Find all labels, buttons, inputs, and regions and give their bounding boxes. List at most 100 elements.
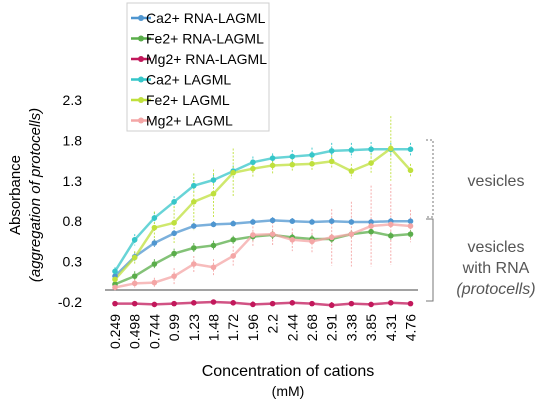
y-tick-label: 0.3	[63, 254, 83, 270]
data-point-mg2-rna-lagml	[210, 299, 217, 305]
data-point-mg2-rna-lagml	[151, 301, 158, 308]
data-point-mg2-lagml	[191, 261, 197, 267]
series-line-mg2-lagml	[114, 223, 411, 289]
x-tick-label: 4.31	[383, 314, 399, 341]
data-point-ca2-rna-lagml	[151, 240, 158, 246]
protocells-bracket	[426, 218, 434, 302]
data-point-fe2-rna-lagml	[388, 232, 394, 239]
data-point-ca2-rna-lagml	[289, 218, 296, 224]
series-points	[112, 145, 414, 309]
data-point-mg2-lagml	[171, 273, 177, 279]
x-tick-label: 3.38	[343, 314, 359, 341]
legend: Ca2+ RNA-LAGML Fe2+ RNA-LAGML Mg2+ RNA-LAG…	[131, 10, 267, 129]
x-tick-label: 2.44	[284, 314, 300, 341]
data-point-mg2-rna-lagml	[112, 300, 118, 307]
data-point-fe2-lagml	[112, 276, 118, 283]
data-point-fe2-rna-lagml	[151, 261, 158, 267]
data-point-mg2-lagml	[309, 238, 315, 245]
data-point-mg2-rna-lagml	[368, 301, 374, 308]
data-point-fe2-lagml	[309, 161, 315, 167]
x-tick-label: 2.91	[324, 314, 340, 341]
data-point-mg2-rna-lagml	[289, 300, 296, 306]
data-point-fe2-rna-lagml	[210, 242, 217, 249]
legend-marker-fe2-lagml	[138, 97, 144, 103]
data-point-mg2-lagml	[388, 221, 394, 228]
x-tick-label: 4.76	[403, 314, 419, 341]
data-point-mg2-rna-lagml	[388, 300, 394, 306]
y-tick-label: 2.3	[63, 92, 83, 108]
annotation-vesicles-rna-line2: with RNA	[462, 260, 530, 277]
x-tick-label: 0.99	[166, 314, 182, 341]
data-point-fe2-rna-lagml	[131, 273, 138, 279]
data-point-fe2-lagml	[210, 190, 217, 197]
data-point-fe2-rna-lagml	[230, 236, 236, 243]
data-point-ca2-lagml	[368, 146, 374, 153]
x-tick-label: 1.96	[245, 314, 261, 341]
data-point-mg2-lagml	[368, 223, 374, 229]
legend-marker-ca2-lagml	[138, 76, 144, 83]
data-point-ca2-rna-lagml	[269, 217, 276, 224]
x-tick-label: 1.72	[225, 314, 241, 341]
data-point-mg2-lagml	[112, 284, 118, 291]
data-point-fe2-lagml	[388, 145, 394, 152]
data-point-mg2-rna-lagml	[328, 302, 335, 309]
data-point-mg2-lagml	[210, 264, 217, 271]
data-point-fe2-rna-lagml	[368, 228, 374, 235]
x-axis-label: Concentration of cations	[202, 363, 375, 380]
x-tick-labels: 0.249 0.498 0.744 0.99 1.23 1.48 1.72 1.96 2.2 2.…	[107, 314, 419, 349]
data-point-ca2-rna-lagml	[328, 218, 335, 224]
y-axis-label-main: Absorbance	[7, 155, 24, 235]
legend-label-mg2-rna-lagml: Mg2+ RNA-LAGML	[146, 51, 267, 67]
series-line-mg2-rna-lagml	[115, 300, 411, 307]
data-point-fe2-lagml	[289, 161, 296, 168]
x-tick-label: 0.249	[107, 314, 123, 349]
y-tick-label: 0.8	[63, 213, 83, 229]
data-point-ca2-lagml	[210, 177, 217, 183]
data-point-ca2-rna-lagml	[348, 219, 355, 225]
legend-marker-fe2-rna-lagml	[138, 35, 144, 42]
annotation-vesicles-rna-line1: vesicles	[468, 239, 525, 256]
data-point-ca2-lagml	[309, 152, 315, 158]
data-point-ca2-lagml	[171, 199, 177, 205]
data-point-fe2-lagml	[191, 199, 197, 205]
vesicles-bracket	[426, 139, 434, 218]
data-point-ca2-rna-lagml	[407, 218, 414, 224]
data-point-mg2-rna-lagml	[131, 300, 138, 307]
legend-marker-mg2-rna-lagml	[138, 56, 144, 62]
data-point-ca2-rna-lagml	[250, 219, 256, 225]
x-tick-label: 1.23	[186, 314, 202, 341]
data-point-fe2-rna-lagml	[407, 231, 414, 237]
data-point-ca2-lagml	[328, 148, 335, 154]
series-lines	[113, 147, 412, 307]
data-point-ca2-lagml	[250, 159, 256, 166]
data-point-fe2-lagml	[171, 220, 177, 226]
data-point-ca2-lagml	[289, 153, 296, 160]
data-point-mg2-rna-lagml	[171, 300, 177, 307]
x-tick-label: 0.744	[146, 314, 162, 349]
data-point-ca2-lagml	[112, 268, 118, 275]
y-tick-label: 1.3	[63, 173, 83, 189]
legend-marker-mg2-lagml	[138, 117, 144, 124]
data-point-fe2-lagml	[348, 168, 355, 174]
y-tick-labels: 2.3 1.8 1.3 0.8 0.3 -0.2	[58, 92, 82, 310]
data-point-mg2-rna-lagml	[250, 301, 256, 308]
data-point-fe2-lagml	[407, 167, 414, 174]
y-axis-label-sub: (aggregation of protocells)	[27, 108, 44, 282]
data-point-ca2-rna-lagml	[309, 219, 315, 225]
legend-label-mg2-lagml: Mg2+ LAGML	[146, 113, 233, 129]
data-point-mg2-rna-lagml	[309, 300, 315, 307]
legend-label-fe2-rna-lagml: Fe2+ RNA-LAGML	[146, 31, 264, 47]
data-point-mg2-lagml	[269, 231, 276, 237]
data-point-mg2-rna-lagml	[348, 300, 355, 307]
x-tick-label: 3.85	[363, 314, 379, 341]
data-point-mg2-lagml	[289, 236, 296, 243]
data-point-mg2-lagml	[131, 280, 138, 287]
y-tick-label: 1.8	[63, 132, 83, 148]
legend-box	[126, 2, 270, 132]
data-point-fe2-lagml	[250, 165, 256, 172]
data-point-mg2-lagml	[151, 279, 158, 286]
data-point-mg2-lagml	[407, 223, 414, 229]
data-point-mg2-rna-lagml	[407, 300, 414, 307]
legend-label-ca2-rna-lagml: Ca2+ RNA-LAGML	[146, 10, 266, 26]
series-line-ca2-rna-lagml	[114, 219, 411, 278]
